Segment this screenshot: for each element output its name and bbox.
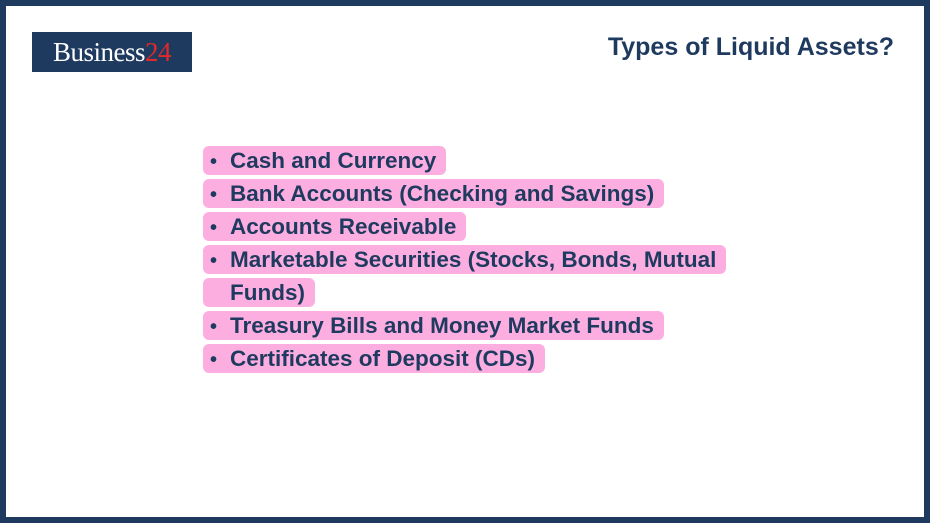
bullet-icon: • bbox=[210, 151, 218, 173]
slide-title: Types of Liquid Assets? bbox=[607, 33, 894, 61]
list-item: • Bank Accounts (Checking and Savings) bbox=[203, 177, 743, 210]
bullet-icon: • bbox=[210, 217, 218, 239]
list-item: • Treasury Bills and Money Market Funds bbox=[203, 309, 743, 342]
liquid-assets-list: • Cash and Currency • Bank Accounts (Check… bbox=[203, 144, 743, 375]
list-item: • Cash and Currency bbox=[203, 144, 743, 177]
logo-text: Business bbox=[52, 36, 146, 67]
bullet-icon: • bbox=[210, 316, 218, 338]
list-item: • Marketable Securities (Stocks, Bonds, M… bbox=[203, 243, 743, 309]
bullet-icon: • bbox=[210, 184, 218, 206]
list-item: • Accounts Receivable bbox=[203, 210, 743, 243]
list-item: • Certificates of Deposit (CDs) bbox=[203, 342, 743, 375]
logo-number: 24 bbox=[145, 36, 172, 67]
business24-logo: Business 24 bbox=[32, 32, 192, 72]
bullet-icon: • bbox=[210, 349, 218, 371]
bullet-icon: • bbox=[210, 250, 218, 272]
